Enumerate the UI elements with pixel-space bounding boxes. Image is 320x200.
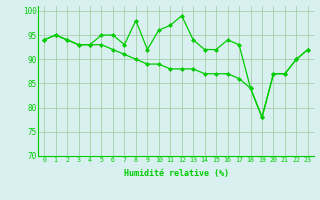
X-axis label: Humidité relative (%): Humidité relative (%) <box>124 169 228 178</box>
